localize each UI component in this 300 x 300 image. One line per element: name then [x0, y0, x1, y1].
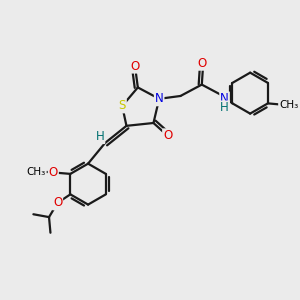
Text: O: O	[53, 196, 62, 209]
Text: H: H	[96, 130, 104, 143]
Text: O: O	[197, 57, 206, 70]
Text: S: S	[118, 99, 126, 112]
Text: H: H	[220, 101, 229, 114]
Text: O: O	[49, 166, 58, 179]
Text: O: O	[163, 129, 172, 142]
Text: CH₃: CH₃	[279, 100, 298, 110]
Text: O: O	[130, 60, 140, 73]
Text: N: N	[155, 92, 164, 105]
Text: N: N	[220, 92, 229, 105]
Text: CH₃: CH₃	[27, 167, 46, 178]
